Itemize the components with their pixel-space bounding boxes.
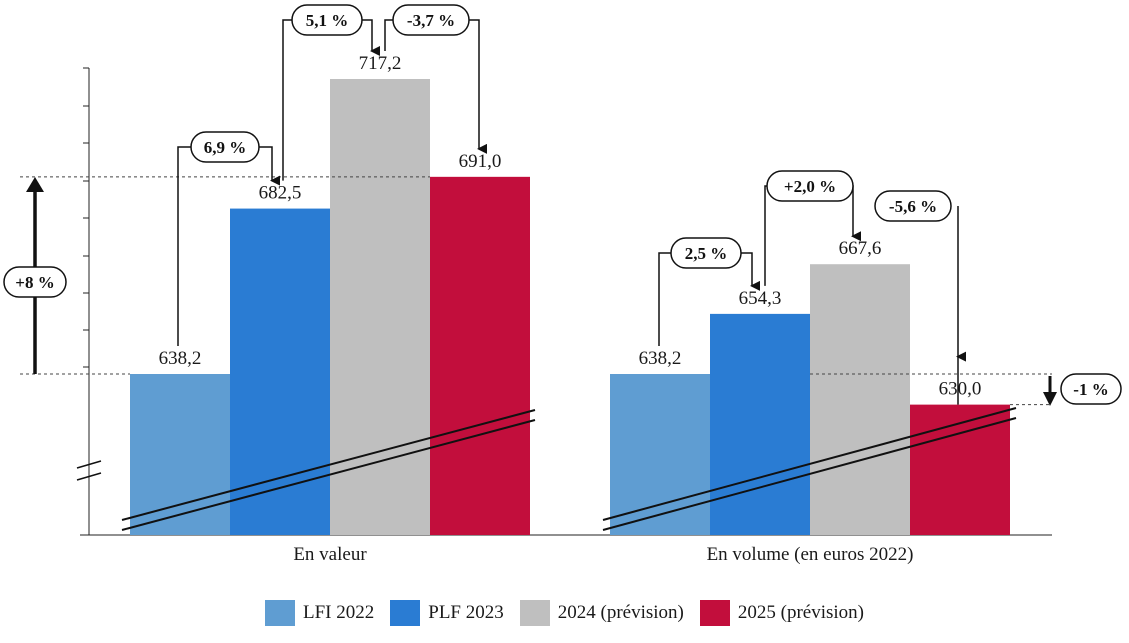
change-badge-label: -1 %	[1073, 380, 1108, 399]
change-badge-label: 5,1 %	[306, 11, 349, 30]
legend-item: LFI 2022	[265, 600, 374, 626]
legend-label: PLF 2023	[428, 602, 504, 623]
legend-swatch	[265, 600, 295, 626]
bar	[130, 374, 230, 535]
change-badge-label: +2,0 %	[784, 177, 836, 196]
change-badge	[670, 237, 742, 269]
bar	[330, 79, 430, 535]
legend-label: LFI 2022	[303, 602, 375, 623]
axis-break-line	[602, 417, 1017, 531]
data-label: 638,2	[639, 348, 682, 369]
legend-item: 2025 (prévision)	[699, 600, 864, 626]
change-badge	[190, 131, 260, 163]
legend-label: 2025 (prévision)	[737, 602, 864, 623]
change-badge-label: -5,6 %	[889, 197, 937, 216]
axis-break-line	[121, 419, 536, 531]
legend: LFI 2022 PLF 2023 2024 (prévision) 2025 (pr…	[0, 600, 1129, 626]
change-badge	[291, 4, 363, 36]
change-badge	[874, 190, 952, 222]
legend-swatch	[699, 600, 730, 626]
data-label: 654,3	[739, 288, 782, 309]
data-label: 638,2	[159, 348, 202, 369]
change-badge-label: 6,9 %	[204, 138, 247, 157]
axis-break-mark	[76, 472, 102, 481]
axis-break-line	[602, 407, 1017, 521]
bar	[610, 374, 710, 535]
change-badge	[3, 266, 67, 298]
chart: 638,2 638,2 682,5 654,3 717,2 667,6 691,0 630,0…	[3, 4, 1122, 565]
data-label: 717,2	[359, 53, 402, 74]
total-arrow-head	[26, 177, 44, 192]
data-label: 630,0	[939, 379, 982, 400]
legend-swatch	[390, 600, 421, 626]
change-badge-label: -3,7 %	[407, 11, 455, 30]
change-badge	[392, 4, 470, 36]
change-badge-label: 2,5 %	[685, 244, 728, 263]
category-label: En valeur	[293, 544, 367, 565]
bar	[910, 404, 1010, 535]
change-badge-label: +8 %	[15, 273, 54, 292]
legend-swatch	[519, 600, 550, 626]
data-label: 691,0	[459, 151, 502, 172]
data-label: 682,5	[259, 183, 302, 204]
data-label: 667,6	[839, 238, 882, 259]
bar	[710, 313, 810, 535]
legend-item: 2024 (prévision)	[519, 600, 684, 626]
total-arrow-head	[1043, 392, 1057, 406]
legend-item: PLF 2023	[390, 600, 504, 626]
change-badge	[1060, 373, 1122, 405]
bar	[230, 208, 330, 536]
legend-label: 2024 (prévision)	[557, 602, 684, 623]
bar	[430, 176, 530, 535]
change-badge	[766, 170, 854, 202]
category-label: En volume (en euros 2022)	[707, 544, 914, 565]
axis-break-mark	[76, 460, 102, 469]
bar	[810, 264, 910, 535]
axis-break-line	[121, 409, 536, 521]
